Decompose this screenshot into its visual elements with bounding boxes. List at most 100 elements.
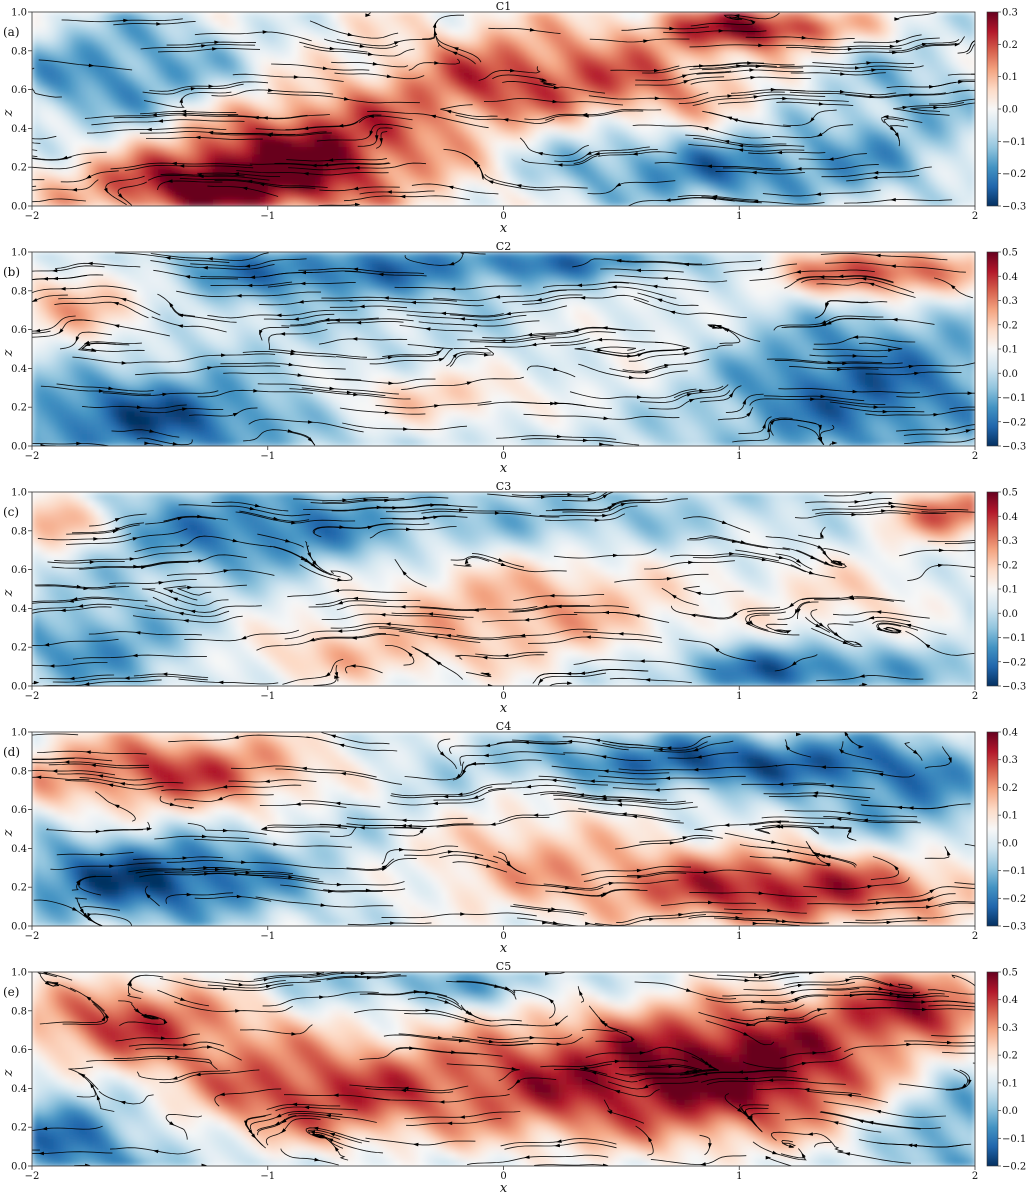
- panel-title: C2: [496, 240, 511, 253]
- y-tick-label: 0.4: [11, 364, 27, 375]
- y-axis-label: z: [1, 109, 16, 117]
- y-tick-label: 0.4: [11, 1084, 27, 1095]
- y-axis-label: z: [1, 589, 16, 597]
- colorbar-tick-label: 0.1: [1002, 1078, 1018, 1089]
- x-tick-label: 0: [500, 931, 506, 942]
- colorbar-tick-label: −0.3: [1002, 442, 1026, 453]
- colorbar-tick-label: −0.1: [1002, 633, 1026, 644]
- colorbar-tick-label: 0.0: [1002, 1106, 1018, 1117]
- y-tick-label: 0.6: [11, 1045, 27, 1056]
- colorbar-tick-label: −0.2: [1002, 657, 1026, 668]
- streamlines: [32, 972, 975, 1166]
- colorbar-tick-label: −0.3: [1002, 202, 1026, 213]
- colorbar-tick-label: −0.2: [1002, 894, 1026, 905]
- y-tick-label: 0.8: [11, 1006, 27, 1017]
- panel-c1: C1 (a) −2 −1 0 1 2 x 0.0 0.2 0.4 0.6 0.8 1.0 z −0.3 −0.2…: [1, 0, 1026, 236]
- x-tick-label: −1: [260, 451, 275, 462]
- x-tick-label: 2: [972, 211, 978, 222]
- colorbar-tick-label: 0.4: [1002, 272, 1018, 283]
- x-axis-label: x: [500, 941, 508, 956]
- panel-title: C4: [496, 720, 511, 733]
- colorbar: −0.3 −0.2 −0.1 0.0 0.1 0.2 0.3: [986, 8, 1026, 213]
- x-axis-label: x: [500, 461, 508, 476]
- colorbar-tick-label: 0.0: [1002, 369, 1018, 380]
- y-tick-label: 0.2: [11, 1123, 27, 1134]
- x-tick-label: 1: [736, 451, 742, 462]
- colorbar-tick-label: 0.2: [1002, 560, 1018, 571]
- y-tick-label: 0.2: [11, 403, 27, 414]
- y-tick-label: 0.0: [11, 202, 27, 213]
- panel-c4: C4 (d) −2 −1 0 1 2 x 0.0 0.2 0.4 0.6 0.8 1.0 z −0.3 −0.2…: [1, 720, 1026, 956]
- y-tick-label: 0.6: [11, 85, 27, 96]
- y-tick-label: 0.6: [11, 325, 27, 336]
- colorbar-tick-label: 0.5: [1002, 248, 1018, 259]
- y-tick-label: 0.8: [11, 46, 27, 57]
- y-tick-label: 1.0: [11, 728, 27, 739]
- x-tick-label: 1: [736, 691, 742, 702]
- colorbar-tick-label: 0.3: [1002, 8, 1018, 19]
- y-axis-label: z: [1, 349, 16, 357]
- colorbar-tick-label: 0.1: [1002, 72, 1018, 83]
- x-axis-label: x: [500, 701, 508, 716]
- colorbar: −0.3 −0.2 −0.1 0.0 0.1 0.2 0.3 0.4 0.5: [986, 248, 1026, 453]
- colorbar-tick-label: 0.1: [1002, 345, 1018, 356]
- x-tick-label: −2: [25, 451, 40, 462]
- x-tick-label: 2: [972, 451, 978, 462]
- colorbar-tick-label: 0.2: [1002, 1051, 1018, 1062]
- x-axis-label: x: [500, 221, 508, 236]
- panel-c3: C3 (c) −2 −1 0 1 2 x 0.0 0.2 0.4 0.6 0.8 1.0 z −0.3 −0.2…: [1, 480, 1026, 716]
- colorbar-tick-label: 0.2: [1002, 783, 1018, 794]
- colorbar-tick-label: 0.0: [1002, 609, 1018, 620]
- colorbar-tick-label: 0.3: [1002, 536, 1018, 547]
- x-tick-label: 2: [972, 1171, 978, 1182]
- panel-label: (e): [3, 985, 19, 999]
- panel-c5: C5 (e) −2 −1 0 1 2 x 0.0 0.2 0.4 0.6 0.8 1.0 z −0.2 −0.1…: [1, 960, 1026, 1196]
- panel-label: (d): [3, 745, 20, 759]
- colorbar: −0.2 −0.1 0.0 0.1 0.2 0.3 0.4 0.5: [986, 968, 1026, 1173]
- x-tick-label: 1: [736, 211, 742, 222]
- colorbar-tick-label: 0.4: [1002, 512, 1018, 523]
- y-tick-label: 0.8: [11, 286, 27, 297]
- panel-label: (b): [3, 265, 20, 279]
- x-tick-label: 2: [972, 931, 978, 942]
- colorbar-tick-label: 0.0: [1002, 838, 1018, 849]
- panel-c2: C2 (b) −2 −1 0 1 2 x 0.0 0.2 0.4 0.6 0.8 1.0 z −0.3 −0.2…: [1, 240, 1026, 476]
- y-tick-label: 0.6: [11, 805, 27, 816]
- colorbar-tick-label: 0.5: [1002, 488, 1018, 499]
- y-axis-label: z: [1, 1069, 16, 1077]
- x-axis-label: x: [500, 1181, 508, 1196]
- x-tick-label: −2: [25, 211, 40, 222]
- heatmap-field: [32, 732, 975, 926]
- heatmap-field: [32, 12, 975, 206]
- colorbar: −0.3 −0.2 −0.1 0.0 0.1 0.2 0.3 0.4 0.5: [986, 488, 1026, 693]
- x-tick-label: −1: [260, 691, 275, 702]
- y-tick-label: 1.0: [11, 8, 27, 19]
- x-tick-label: −1: [260, 211, 275, 222]
- colorbar-tick-label: −0.2: [1002, 1162, 1026, 1173]
- colorbar-tick-label: −0.3: [1002, 922, 1026, 933]
- y-tick-label: 0.8: [11, 766, 27, 777]
- y-tick-label: 0.2: [11, 643, 27, 654]
- colorbar-tick-label: 0.0: [1002, 105, 1018, 116]
- x-tick-label: −1: [260, 1171, 275, 1182]
- y-tick-label: 1.0: [11, 968, 27, 979]
- y-tick-label: 0.8: [11, 526, 27, 537]
- x-tick-label: 0: [500, 451, 506, 462]
- x-tick-label: −2: [25, 691, 40, 702]
- y-tick-label: 0.2: [11, 163, 27, 174]
- x-tick-label: 0: [500, 691, 506, 702]
- x-tick-label: 1: [736, 1171, 742, 1182]
- x-tick-label: −2: [25, 931, 40, 942]
- x-tick-label: 0: [500, 1171, 506, 1182]
- colorbar-tick-label: −0.1: [1002, 866, 1026, 877]
- colorbar-tick-label: 0.2: [1002, 40, 1018, 51]
- y-tick-label: 0.0: [11, 682, 27, 693]
- panel-label: (a): [3, 25, 20, 39]
- y-tick-label: 0.0: [11, 1162, 27, 1173]
- x-tick-label: 0: [500, 211, 506, 222]
- colorbar-tick-label: −0.2: [1002, 169, 1026, 180]
- y-axis-label: z: [1, 829, 16, 837]
- colorbar-tick-label: −0.1: [1002, 1134, 1026, 1145]
- colorbar-tick-label: −0.1: [1002, 137, 1026, 148]
